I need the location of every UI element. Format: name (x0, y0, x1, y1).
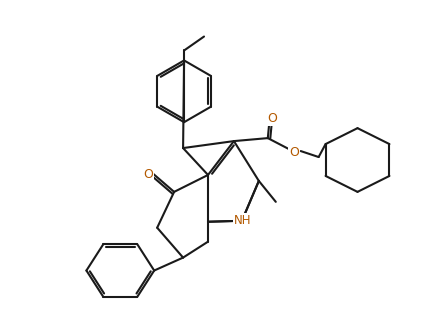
Text: O: O (289, 145, 298, 158)
Text: O: O (143, 169, 153, 182)
Text: O: O (267, 112, 277, 125)
Text: NH: NH (234, 214, 252, 227)
